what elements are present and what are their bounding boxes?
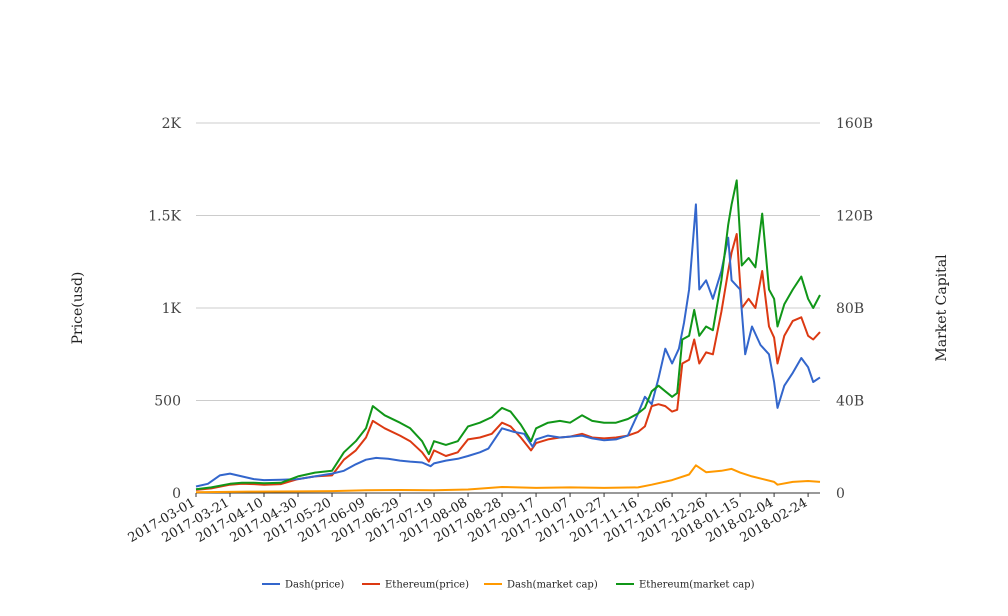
left-tick-label: 2K [162, 116, 182, 132]
legend-label: Ethereum(price) [385, 580, 469, 591]
legend-label: Dash(market cap) [507, 580, 598, 591]
right-axis-ticks: 0 40B 80B 120B 160B [836, 116, 873, 502]
series-line-dash-price [195, 203, 821, 488]
right-tick-label: 0 [836, 486, 845, 502]
right-tick-label: 80B [836, 301, 864, 317]
series-line-ethereum-market-cap [195, 179, 821, 491]
right-axis-title: Market Capital [934, 254, 950, 362]
legend-label: Ethereum(market cap) [639, 580, 755, 591]
left-tick-label: 0 [172, 486, 181, 502]
x-axis-ticks: 2017-03-012017-03-212017-04-102017-04-30… [126, 493, 810, 546]
series-line-dash-market-cap [195, 464, 821, 494]
left-tick-label: 1.5K [148, 209, 181, 225]
legend-label: Dash(price) [285, 580, 344, 591]
left-axis-title: Price(usd) [70, 272, 86, 345]
series-line-ethereum-price [195, 233, 821, 491]
right-tick-label: 160B [836, 116, 873, 132]
right-tick-label: 120B [836, 209, 873, 225]
legend: Dash(price) Ethereum(price) Dash(market ca… [262, 580, 755, 591]
series-layer [195, 179, 821, 494]
left-axis-ticks: 0 500 1K 1.5K 2K [148, 116, 181, 502]
right-tick-label: 40B [836, 394, 864, 410]
left-tick-label: 1K [162, 301, 182, 317]
gridlines [196, 122, 820, 494]
left-tick-label: 500 [154, 394, 181, 410]
